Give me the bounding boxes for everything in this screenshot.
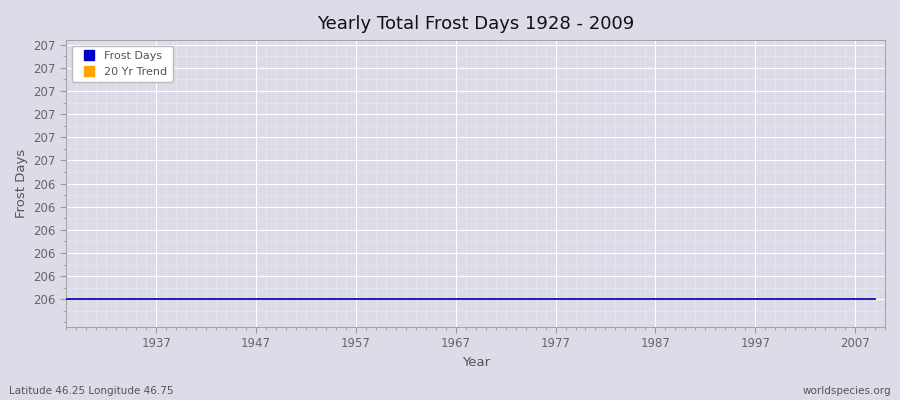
20 Yr Trend <box>281 297 292 302</box>
20 Yr Trend <box>61 297 72 302</box>
X-axis label: Year: Year <box>462 356 490 369</box>
Frost Days <box>281 297 292 302</box>
20 Yr Trend <box>869 297 880 302</box>
20 Yr Trend <box>440 297 451 302</box>
Frost Days <box>440 297 451 302</box>
Frost Days <box>291 297 302 302</box>
Frost Days <box>61 297 72 302</box>
20 Yr Trend <box>710 297 721 302</box>
Frost Days <box>690 297 701 302</box>
20 Yr Trend <box>250 297 261 302</box>
Text: worldspecies.org: worldspecies.org <box>803 386 891 396</box>
Title: Yearly Total Frost Days 1928 - 2009: Yearly Total Frost Days 1928 - 2009 <box>317 15 634 33</box>
Frost Days <box>250 297 261 302</box>
Text: Latitude 46.25 Longitude 46.75: Latitude 46.25 Longitude 46.75 <box>9 386 174 396</box>
Y-axis label: Frost Days: Frost Days <box>15 149 28 218</box>
Legend: Frost Days, 20 Yr Trend: Frost Days, 20 Yr Trend <box>72 46 173 82</box>
20 Yr Trend <box>291 297 302 302</box>
Frost Days <box>710 297 721 302</box>
20 Yr Trend <box>690 297 701 302</box>
Frost Days <box>869 297 880 302</box>
